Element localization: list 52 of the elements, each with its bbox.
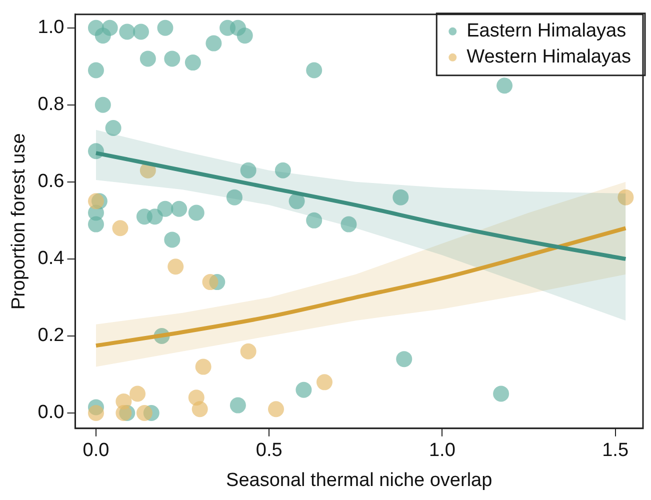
y-tick-label: 0.6 [38,171,64,192]
y-tick-label: 0.8 [38,94,64,116]
legend-label: Eastern Himalayas [466,20,626,42]
point [493,386,510,402]
point [132,24,149,40]
point [184,54,201,71]
point [146,208,163,225]
point [88,193,104,210]
point [240,343,256,360]
point [168,258,184,275]
point [316,374,332,390]
point [188,204,204,221]
point [202,274,218,290]
point [136,404,152,421]
point [119,24,136,40]
point [164,232,180,248]
x-axis-title: Seasonal thermal niche overlap [226,470,492,491]
point [88,62,104,78]
point [195,358,212,375]
point [94,96,111,113]
point [116,404,132,421]
point [230,397,246,414]
point [88,216,104,232]
x-tick-label: 0.0 [82,440,110,462]
point [112,220,128,236]
point [296,382,312,398]
y-axis-title: Proportion forest use [8,133,30,310]
x-tick-label: 1.5 [602,440,629,462]
point [157,20,174,36]
y-tick-label: 0.4 [38,248,65,270]
point [130,386,146,402]
point [192,401,208,418]
point [140,50,156,67]
point [88,404,104,421]
point [306,62,322,78]
x-tick-label: 1.0 [428,440,456,462]
point [268,401,284,418]
y-tick-label: 0.0 [38,402,64,424]
point [396,351,412,368]
point [105,120,122,136]
point [157,200,174,217]
point [102,20,118,36]
line-series [94,226,628,348]
x-tick-label: 0.5 [256,440,282,462]
legend-label: Western Himalayas [466,46,632,68]
point [236,28,253,44]
point [206,35,222,52]
point [171,200,188,217]
point [496,78,513,94]
y-tick-label: 0.2 [38,325,64,346]
point [164,50,180,67]
y-tick-label: 1.0 [38,17,64,38]
